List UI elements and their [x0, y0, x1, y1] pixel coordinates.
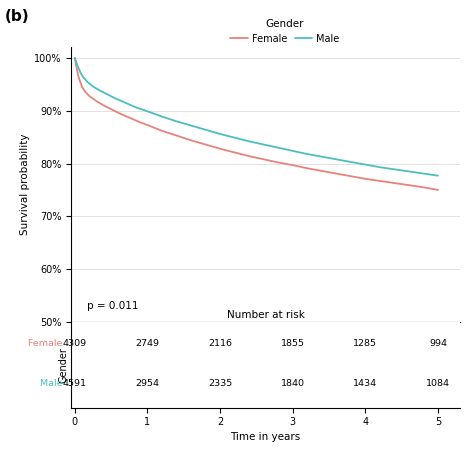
Male — [406, 169, 412, 174]
Female — [173, 133, 179, 138]
Female — [435, 187, 441, 193]
Text: 2749: 2749 — [136, 339, 159, 348]
Text: (b): (b) — [5, 9, 29, 25]
Male — [127, 101, 132, 107]
Female — [319, 168, 325, 174]
Male — [134, 105, 139, 110]
Male — [85, 79, 91, 85]
X-axis label: Time in years: Time in years — [230, 431, 301, 441]
Male — [290, 148, 295, 154]
Legend: Female, Male: Female, Male — [227, 15, 343, 47]
Line: Female: Female — [75, 58, 438, 190]
Female — [333, 171, 339, 176]
Female — [75, 73, 81, 79]
Male — [392, 166, 397, 172]
Text: 1285: 1285 — [353, 339, 377, 348]
Text: 4591: 4591 — [63, 379, 87, 388]
Y-axis label: Survival probability: Survival probability — [20, 134, 30, 236]
Y-axis label: Gender: Gender — [58, 347, 68, 383]
Male — [72, 55, 78, 61]
Male — [188, 123, 194, 128]
Female — [188, 137, 194, 143]
Female — [159, 128, 165, 134]
Female — [363, 176, 368, 182]
Text: Male -: Male - — [40, 379, 69, 388]
Male — [75, 63, 81, 69]
Female — [130, 116, 136, 122]
Male — [145, 109, 150, 114]
Male — [119, 99, 125, 104]
Female — [72, 55, 78, 61]
Male — [105, 91, 110, 97]
Text: 1840: 1840 — [281, 379, 305, 388]
Male — [246, 138, 252, 144]
Text: 994: 994 — [429, 339, 447, 348]
Male — [112, 95, 118, 101]
Line: Male: Male — [75, 58, 438, 176]
Female — [145, 122, 150, 128]
Female — [203, 142, 209, 147]
Female — [420, 184, 426, 190]
Female — [86, 93, 92, 99]
Male — [348, 159, 354, 165]
Male — [173, 118, 179, 124]
Text: 1434: 1434 — [353, 379, 377, 388]
Male — [319, 154, 325, 160]
Female — [406, 182, 412, 188]
Text: 2954: 2954 — [136, 379, 159, 388]
Female — [94, 99, 100, 104]
Male — [420, 171, 426, 176]
Female — [123, 113, 128, 119]
Male — [275, 145, 281, 151]
Female — [348, 173, 354, 179]
Female — [275, 160, 281, 165]
Text: Female -: Female - — [28, 339, 69, 348]
Male — [435, 173, 441, 179]
Female — [232, 150, 237, 155]
Text: p = 0.011: p = 0.011 — [87, 301, 138, 311]
Text: 1084: 1084 — [426, 379, 450, 388]
Text: 2116: 2116 — [208, 339, 232, 348]
Text: 4309: 4309 — [63, 339, 87, 348]
Female — [261, 156, 266, 162]
Female — [217, 146, 223, 152]
Female — [108, 106, 114, 112]
Female — [290, 162, 295, 168]
Text: 1855: 1855 — [281, 339, 305, 348]
Female — [377, 178, 383, 184]
Female — [101, 102, 107, 108]
Male — [97, 88, 103, 93]
Male — [159, 114, 165, 119]
Male — [363, 162, 368, 167]
Text: 2335: 2335 — [208, 379, 232, 388]
Male — [261, 142, 266, 147]
Female — [137, 119, 143, 125]
Female — [116, 110, 121, 116]
Female — [83, 90, 89, 95]
Male — [78, 70, 83, 75]
Male — [203, 127, 209, 133]
Female — [79, 84, 85, 90]
Male — [232, 135, 237, 140]
Male — [377, 164, 383, 170]
Male — [304, 151, 310, 157]
Female — [246, 153, 252, 159]
Male — [90, 83, 96, 89]
Male — [81, 74, 86, 80]
Male — [333, 156, 339, 162]
Female — [304, 165, 310, 171]
Text: Number at risk: Number at risk — [227, 310, 304, 320]
Male — [217, 131, 223, 137]
Female — [392, 180, 397, 186]
